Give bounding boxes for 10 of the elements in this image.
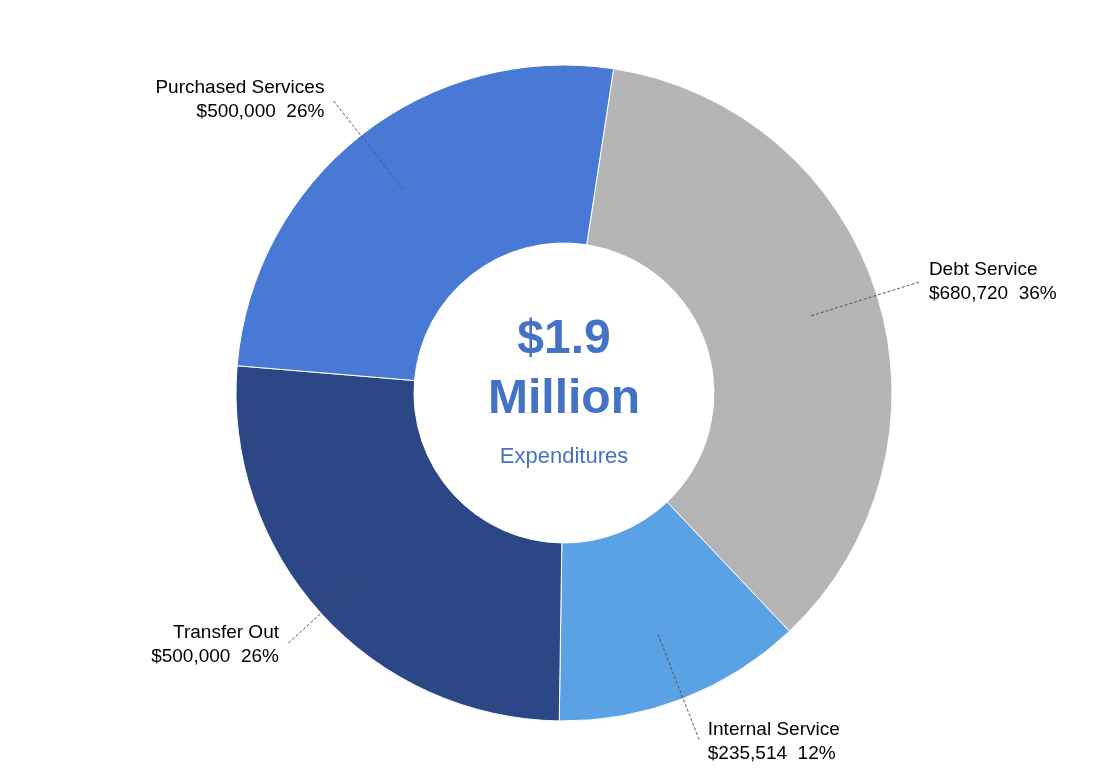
text: Expenditures: [499, 443, 629, 468]
slice-label: Internal Service: [707, 718, 840, 740]
data-label: $500,000 26%: [196, 100, 325, 122]
slice-label: Purchased Services: [155, 76, 325, 98]
data-label: $235,514 12%: [707, 742, 836, 764]
slice-label: Transfer Out: [173, 621, 280, 643]
data-label: $500,000 26%: [151, 645, 280, 667]
text: $1.9 Million: [488, 310, 640, 423]
data-label: $680,720 36%: [928, 282, 1057, 304]
slice-label: Debt Service: [928, 258, 1038, 280]
